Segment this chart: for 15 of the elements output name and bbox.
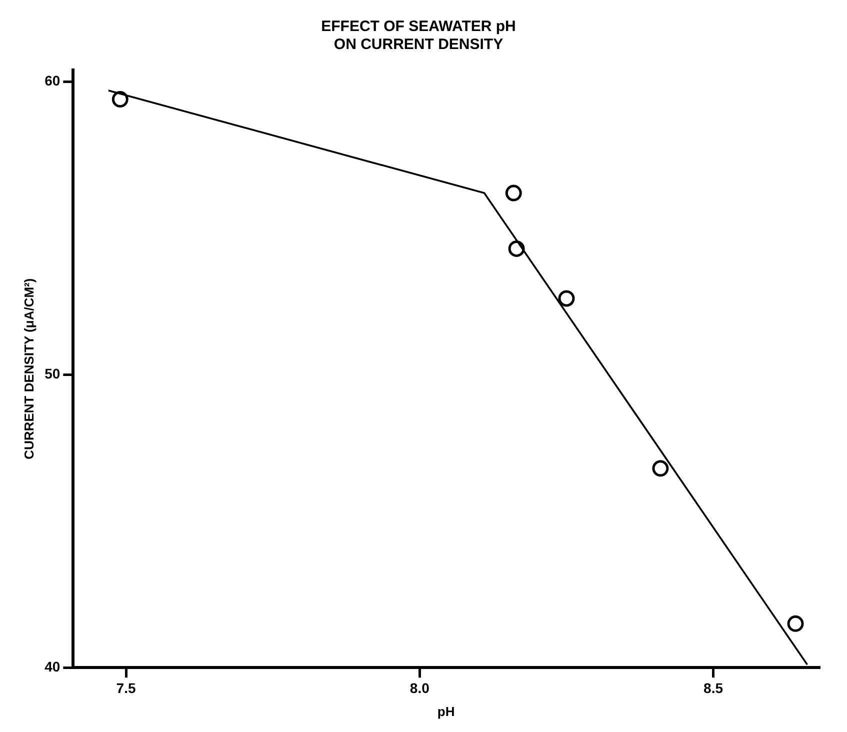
y-axis-title: CURRENT DENSITY (μA/CM²): [21, 278, 36, 460]
chart-title: EFFECT OF SEAWATER pH ON CURRENT DENSITY: [321, 18, 516, 54]
y-tick-label: 40: [44, 658, 60, 674]
point: [558, 290, 575, 307]
y-tick-label: 50: [44, 366, 60, 382]
point: [652, 460, 669, 477]
x-tick-label: 8.5: [704, 680, 724, 696]
y-tick-label: 60: [44, 72, 60, 89]
x-axis-title: pH: [437, 704, 455, 719]
point: [508, 240, 525, 257]
point: [112, 91, 128, 108]
x-tick-label: 8.0: [410, 680, 430, 696]
point: [787, 615, 804, 632]
point: [505, 184, 522, 202]
x-tick-label: 7.5: [116, 680, 136, 696]
